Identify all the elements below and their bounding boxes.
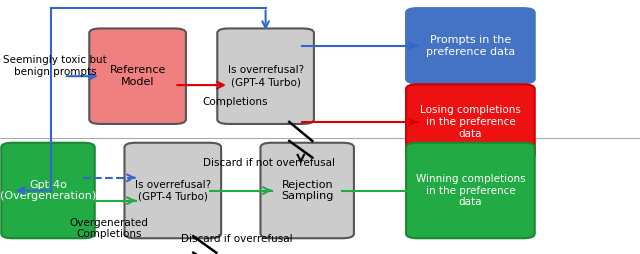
FancyBboxPatch shape	[260, 143, 354, 238]
FancyBboxPatch shape	[217, 28, 314, 124]
Text: Gpt-4o
(Overgeneration): Gpt-4o (Overgeneration)	[0, 180, 96, 201]
Text: Discard if overrefusal: Discard if overrefusal	[181, 234, 292, 244]
Text: Reference
Model: Reference Model	[109, 65, 166, 87]
FancyBboxPatch shape	[1, 143, 95, 238]
Text: Is overrefusal?
(GPT-4 Turbo): Is overrefusal? (GPT-4 Turbo)	[228, 65, 303, 87]
Text: Rejection
Sampling: Rejection Sampling	[281, 180, 333, 201]
FancyBboxPatch shape	[406, 84, 534, 160]
Text: Is overrefusal?
(GPT-4 Turbo): Is overrefusal? (GPT-4 Turbo)	[135, 180, 211, 201]
Text: Overgenerated
Completions: Overgenerated Completions	[69, 218, 148, 240]
Text: Winning completions
in the preference
data: Winning completions in the preference da…	[415, 174, 525, 207]
FancyBboxPatch shape	[406, 8, 534, 83]
FancyBboxPatch shape	[125, 143, 221, 238]
FancyBboxPatch shape	[90, 28, 186, 124]
Text: Seemingly toxic but
benign prompts: Seemingly toxic but benign prompts	[3, 55, 107, 77]
FancyBboxPatch shape	[406, 143, 534, 238]
Text: Completions: Completions	[202, 97, 268, 107]
Text: Discard if not overrefusal: Discard if not overrefusal	[203, 157, 335, 168]
Text: Prompts in the
preference data: Prompts in the preference data	[426, 35, 515, 57]
Text: Losing completions
in the preference
data: Losing completions in the preference dat…	[420, 105, 521, 138]
